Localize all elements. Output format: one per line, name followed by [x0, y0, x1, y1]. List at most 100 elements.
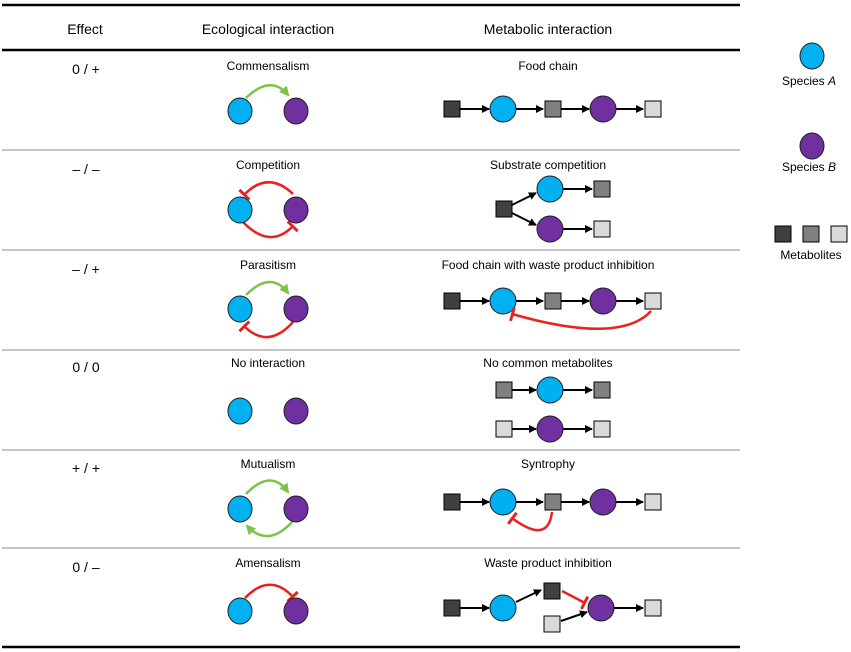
- metabolite-dark: [443, 292, 461, 310]
- species-b-node: [283, 397, 309, 425]
- species-a-node: [227, 495, 253, 523]
- species-b-node: [283, 196, 309, 224]
- legend-metabolites-label: Metabolites: [780, 248, 841, 262]
- inhibition-arrow: [507, 511, 554, 532]
- effect-label-competition: – / –: [72, 161, 99, 177]
- header-ecological: Ecological interaction: [202, 21, 334, 37]
- amensalism-diagram: [227, 583, 309, 625]
- flow-arrow: [511, 212, 537, 226]
- metabolic-label-no-common-metabolites: No common metabolites: [483, 356, 612, 370]
- metabolic-label-syntrophy: Syntrophy: [521, 457, 575, 471]
- inhibition-arrow: [561, 589, 590, 610]
- inhibition-arrow: [242, 220, 299, 239]
- species-a-node: [227, 97, 253, 125]
- effect-label-mutualism: + / +: [72, 460, 100, 476]
- species-b-node: [536, 215, 564, 243]
- species-a-node: [536, 175, 564, 203]
- metabolite-mid: [544, 493, 562, 511]
- metabolic-label-food-chain: Food chain: [518, 59, 577, 73]
- ecological-label-competition: Competition: [236, 158, 300, 172]
- no-common-metabolites-diagram: [495, 376, 611, 443]
- food-chain-diagram: [443, 95, 662, 123]
- inhibition-arrow: [509, 306, 652, 331]
- species-b-node: [536, 415, 564, 443]
- metabolite-dark: [543, 582, 561, 600]
- legend-species-a-label: Species A: [782, 74, 836, 88]
- species-a-node: [489, 95, 517, 123]
- legend-metabolite-light: [830, 225, 848, 243]
- substrate-competition-diagram: [495, 175, 611, 243]
- waste-inhibition-chain-diagram: [443, 287, 662, 331]
- flow-arrow: [515, 589, 542, 603]
- species-a-node: [536, 376, 564, 404]
- metabolite-light: [644, 292, 662, 310]
- syntrophy-diagram: [443, 488, 662, 532]
- metabolite-light: [543, 615, 561, 633]
- mutualism-diagram: [227, 479, 309, 538]
- inhibition-arrow: [238, 320, 294, 339]
- species-a-node: [489, 488, 517, 516]
- positive-arrow: [245, 84, 290, 99]
- effect-label-no-interaction: 0 / 0: [72, 359, 99, 375]
- ecological-label-amensalism: Amensalism: [235, 556, 300, 570]
- effect-label-amensalism: 0 / –: [72, 559, 99, 575]
- header-metabolic: Metabolic interaction: [484, 21, 612, 37]
- species-a-node: [227, 295, 253, 323]
- effect-label-commensalism: 0 / +: [72, 61, 100, 77]
- metabolite-dark: [443, 100, 461, 118]
- species-a-node: [489, 594, 517, 622]
- metabolite-mid: [544, 100, 562, 118]
- species-a-node: [227, 597, 253, 625]
- species-b-node: [589, 488, 617, 516]
- parasitism-diagram: [227, 280, 309, 339]
- species-b-node: [589, 287, 617, 315]
- metabolite-mid: [593, 180, 611, 198]
- metabolite-mid: [593, 381, 611, 399]
- metabolite-light: [644, 493, 662, 511]
- species-a-node: [227, 397, 253, 425]
- metabolic-label-substrate-competition: Substrate competition: [490, 158, 606, 172]
- positive-arrow: [245, 280, 290, 296]
- species-a-node: [227, 196, 253, 224]
- legend-metabolite-dark: [774, 225, 792, 243]
- species-b-node: [283, 597, 309, 625]
- legend-species-a-swatch: [799, 42, 825, 70]
- inhibition-arrow: [238, 181, 294, 201]
- inhibition-arrow: [244, 583, 299, 603]
- metabolite-light: [593, 420, 611, 438]
- species-a-node: [489, 287, 517, 315]
- flow-arrow: [560, 610, 588, 622]
- commensalism-diagram: [227, 84, 309, 125]
- ecological-label-commensalism: Commensalism: [227, 59, 310, 73]
- metabolite-light: [593, 220, 611, 238]
- species-b-node: [283, 495, 309, 523]
- species-b-node: [587, 594, 615, 622]
- metabolic-label-waste-inhibition-chain: Food chain with waste product inhibition: [442, 258, 655, 272]
- metabolite-mid: [544, 292, 562, 310]
- flow-arrow: [511, 192, 537, 206]
- metabolite-dark: [443, 493, 461, 511]
- legend-metabolite-mid: [802, 225, 820, 243]
- metabolic-label-waste-product-inhibition: Waste product inhibition: [484, 556, 612, 570]
- species-b-node: [589, 95, 617, 123]
- species-b-node: [283, 97, 309, 125]
- ecological-label-parasitism: Parasitism: [240, 258, 296, 272]
- ecological-label-no-interaction: No interaction: [231, 356, 305, 370]
- no-interaction-diagram: [227, 397, 309, 425]
- effect-label-parasitism: – / +: [72, 261, 100, 277]
- legend: Species A Species B Metabolites: [774, 42, 848, 262]
- positive-arrow: [245, 521, 293, 538]
- metabolite-dark: [443, 599, 461, 617]
- metabolite-dark: [495, 200, 513, 218]
- species-b-node: [283, 295, 309, 323]
- waste-product-inhibition-diagram: [443, 582, 662, 633]
- metabolite-light: [644, 100, 662, 118]
- legend-species-b-swatch: [799, 132, 825, 160]
- metabolite-mid: [495, 381, 513, 399]
- positive-arrow: [245, 479, 290, 495]
- metabolite-light: [495, 420, 513, 438]
- legend-species-b-label: Species B: [782, 160, 836, 174]
- metabolite-light: [644, 599, 662, 617]
- competition-diagram: [227, 181, 309, 239]
